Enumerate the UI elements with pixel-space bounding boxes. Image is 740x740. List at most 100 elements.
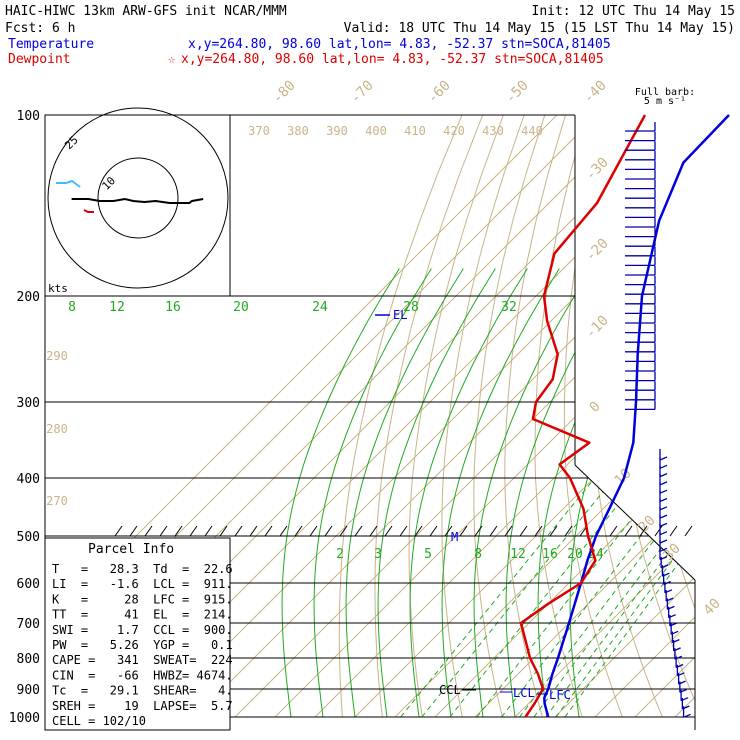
mixing-ratio-lower-label: 20 [567,547,583,562]
freezing-level-tick [309,525,318,537]
mixing-ratio-lower-label: 5 [424,547,432,562]
parcel-info-row: CIN = -66 HWBZ= 4674. [52,668,233,682]
isotherm-line [594,115,695,718]
isotherm-line [514,115,695,718]
forecast-hour: Fcst: 6 h [5,21,75,36]
pressure-tick-label: 500 [17,530,40,545]
freezing-level-tick [354,525,363,537]
freezing-level-tick [519,525,528,537]
dry-adiabat-label: -50 [503,78,532,107]
isotherm-line [554,115,695,718]
freezing-level-tick [564,525,573,537]
wind-barb-flag [659,473,668,478]
freezing-level-tick [669,525,678,537]
melting-level-marker: M [451,530,458,544]
dry-adiabat-label: 0 [587,399,604,416]
isotherm-line [194,115,695,718]
freezing-level-tick [174,525,183,537]
wind-legend-title: Full barb: [635,87,695,98]
moist-adiabat-line [377,268,496,718]
dry-adiabat-line [374,115,484,718]
dry-adiabat-label: -80 [270,78,299,107]
parcel-info-row: PW = 5.26 YGP = 0.1 [52,638,233,652]
pressure-axis-labels: 100 200 300 400 500 600 700 800 900 1000 [9,109,40,726]
freezing-level-tick [234,525,243,537]
dewpoint-legend-label: Dewpoint [8,52,71,67]
freezing-level-tick [504,525,513,537]
slanted-border [574,464,696,581]
ccl-marker-label: CCL [439,683,461,697]
pressure-tick-label: 300 [17,396,40,411]
mixing-ratio-upper-label: 12 [109,300,125,315]
parcel-info-row: SREH = 19 LAPSE= 5.7 [52,699,233,713]
parcel-info-row: SWI = 1.7 CCL = 900. [52,623,233,637]
pressure-tick-label: 200 [17,290,40,305]
moist-adiabat-line [473,268,592,718]
freezing-level-tick [129,525,138,537]
wind-barb-flag [659,514,668,519]
lfc-marker-label: LFC [549,688,571,702]
parcel-info-row: CELL = 102/10 [52,714,146,728]
dry-adiabat-line [645,115,695,718]
pressure-tick-label: 900 [17,683,40,698]
hodograph-surface-segment [83,209,94,213]
dry-adiabat-label: -30 [583,155,612,184]
moist-adiabat-line [281,268,400,718]
dry-adiabat-label: -10 [583,313,612,342]
freezing-level-tick [324,525,333,537]
mixing-ratio-lower-label: 12 [510,547,526,562]
freezing-level-tick [549,525,558,537]
freezing-level-tick [279,525,288,537]
theta-e-label: 370 [248,124,270,138]
parcel-info-row: TT = 41 EL = 214. [52,608,233,622]
hodograph-unit-label: kts [48,282,68,295]
wind-barb-flag [659,464,668,469]
hodograph-trace [71,197,204,204]
parcel-info-panel: Parcel Info T = 28.3 Td = 22.6LI = -1.6 … [44,537,233,731]
wind-legend-value: 5 m s⁻¹ [644,96,686,107]
freezing-level-tick [294,525,303,537]
freezing-level-tick [474,525,483,537]
mixing-ratio-upper-label: 20 [233,300,249,315]
freezing-level-tick [459,525,468,537]
init-time: Init: 12 UTC Thu 14 May 15 [532,4,736,19]
isotherm-line [474,115,695,718]
dry-adiabat-line [441,115,525,718]
freezing-level-tick [144,525,153,537]
freezing-level-tick [369,525,378,537]
level-markers: EL M CCL LCL LFC [375,308,571,702]
wind-barb-flag [683,713,691,718]
dry-adiabat-label: -60 [425,78,454,107]
freezing-level-tick [159,525,168,537]
dry-adiabat-line [408,115,504,718]
theta-e-label: 420 [443,124,465,138]
theta-left-label: 280 [46,422,68,436]
pressure-tick-label: 100 [17,109,40,124]
moist-adiabat-line [505,268,624,718]
wind-barb-flag [659,481,668,486]
isotherm-line [354,115,695,718]
freezing-level-tick [609,525,618,537]
freezing-level-tick [249,525,258,537]
freezing-level-tick [189,525,198,537]
dewpoint-star-icon: ☆ [168,52,175,66]
theta-e-label: 380 [287,124,309,138]
dry-adiabat-line [697,115,740,717]
isotherm-line [274,115,695,718]
temperature-legend-label: Temperature [8,37,94,52]
hodograph-box [44,114,231,297]
temperature-legend-info: x,y=264.80, 98.60 lat,lon= 4.83, -52.37 … [188,37,611,52]
el-marker-label: EL [393,308,407,322]
moist-adiabat-line [345,268,464,718]
dry-adiabat-line [504,115,566,718]
dry-adiabat-label: 30 [661,541,684,564]
parcel-info-row: CAPE = 341 SWEAT= 224 [52,653,233,667]
dewpoint-legend-info: x,y=264.80, 98.60 lat,lon= 4.83, -52.37 … [181,52,604,67]
wind-barb-column [625,122,691,718]
moist-adiabat-line [441,268,560,718]
wind-barb-flag [659,531,668,536]
freezing-level-tick [534,525,543,537]
hodograph-low-level-segment [56,179,81,188]
